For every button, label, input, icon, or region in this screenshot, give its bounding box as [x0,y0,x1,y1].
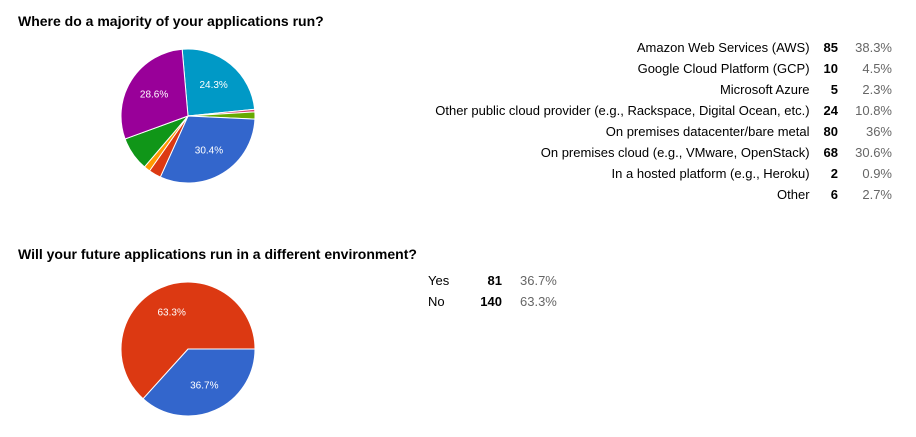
legend-count: 2 [830,166,838,181]
legend-row: On premises cloud (e.g., VMware, OpenSta… [435,142,892,163]
legend-future-environment: Yes 81 36.7% No 140 63.3% [428,270,557,312]
pie2-slice-0 [142,348,256,417]
legend-row: Yes 81 36.7% [428,270,557,291]
legend-percent: 4.5% [862,61,892,76]
pie1-slice-label-3: 30.4% [195,145,223,156]
legend-label: On premises datacenter/bare metal [605,124,810,139]
legend-count: 24 [823,103,838,118]
legend-percent: 2.3% [862,82,892,97]
legend-percent: 30.6% [855,145,892,160]
pie-chart-applications: 24.3% 30.4% 28.6% [120,48,256,184]
legend-percent: 63.3% [520,294,557,309]
pie2-slice-label-1: 63.3% [158,307,186,318]
legend-percent: 2.7% [862,187,892,202]
pie1-slice-3 [159,115,256,184]
legend-label: Yes [428,273,450,288]
legend-percent: 10.8% [855,103,892,118]
legend-label: Other public cloud provider (e.g., Racks… [435,103,810,118]
pie2-slice-label-0: 36.7% [190,381,218,392]
legend-count: 80 [823,124,838,139]
legend-row: Microsoft Azure 5 2.3% [435,79,892,100]
legend-label: On premises cloud (e.g., VMware, OpenSta… [540,145,810,160]
legend-row: On premises datacenter/bare metal 80 36% [435,121,892,142]
legend-applications: Amazon Web Services (AWS) 85 38.3% Google C… [435,37,892,205]
legend-row: Google Cloud Platform (GCP) 10 4.5% [435,58,892,79]
pie2-slice-1 [120,281,256,400]
legend-label: Google Cloud Platform (GCP) [637,61,810,76]
pie1-slice-7 [120,48,189,140]
legend-percent: 0.9% [862,166,892,181]
legend-percent: 36.7% [520,273,557,288]
legend-count: 5 [830,82,838,97]
question-1-title: Where do a majority of your applications… [18,13,324,29]
legend-count: 10 [823,61,838,76]
legend-row: Other 6 2.7% [435,184,892,205]
pie-chart-future-environment: 36.7% 63.3% [120,281,256,417]
legend-row: Amazon Web Services (AWS) 85 38.3% [435,37,892,58]
legend-count: 85 [823,40,838,55]
legend-count: 68 [823,145,838,160]
legend-label: Microsoft Azure [719,82,810,97]
legend-count: 81 [487,273,502,288]
legend-row: In a hosted platform (e.g., Heroku) 2 0.9% [435,163,892,184]
pie1-slice-label-0: 24.3% [199,80,227,91]
pie1-slice-0 [181,48,256,117]
legend-row: No 140 63.3% [428,291,557,312]
legend-label: Amazon Web Services (AWS) [636,40,810,55]
legend-label: In a hosted platform (e.g., Heroku) [611,166,810,181]
question-2-title: Will your future applications run in a d… [18,246,417,262]
legend-percent: 36% [865,124,892,139]
pie1-slice-label-7: 28.6% [140,89,168,100]
legend-row: Other public cloud provider (e.g., Racks… [435,100,892,121]
legend-label: Other [777,187,810,202]
legend-percent: 38.3% [855,40,892,55]
legend-count: 6 [830,187,838,202]
legend-count: 140 [480,294,502,309]
legend-label: No [428,294,445,309]
